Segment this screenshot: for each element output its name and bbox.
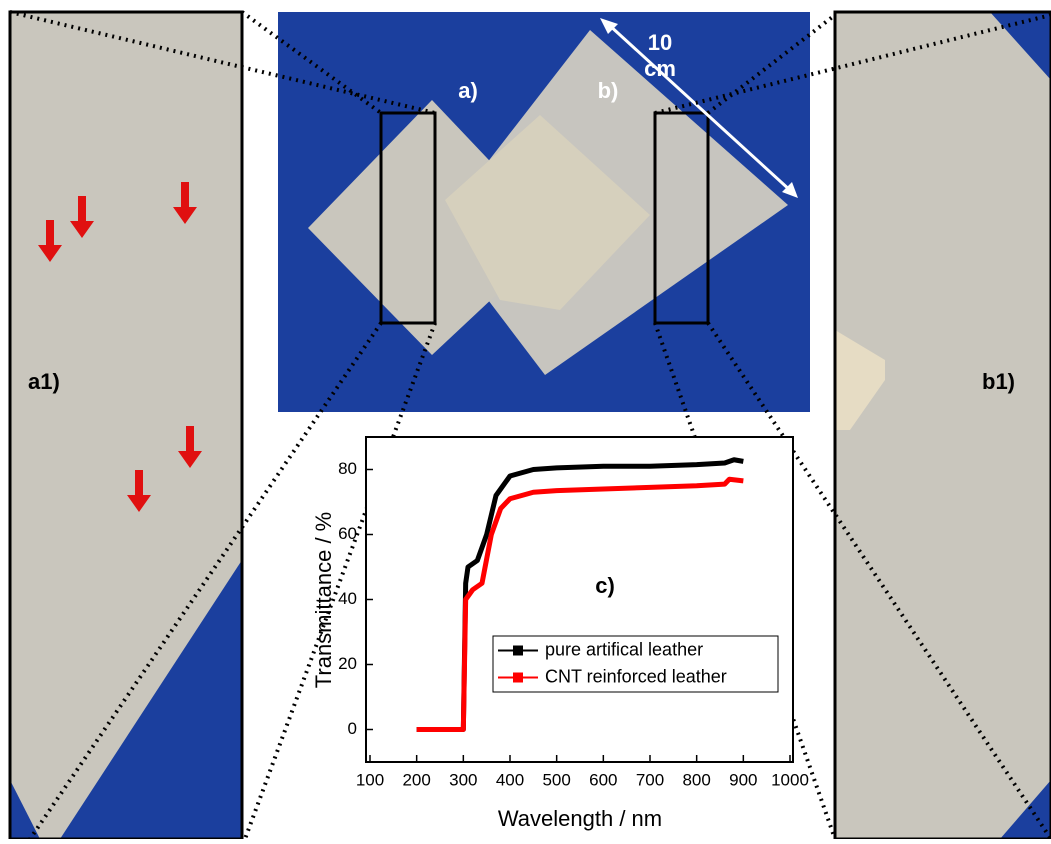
panel-label: b) bbox=[598, 78, 619, 103]
y-axis-label: Transmittance / % bbox=[311, 512, 336, 688]
x-axis-label: Wavelength / nm bbox=[498, 806, 662, 831]
x-tick-label: 200 bbox=[402, 770, 430, 789]
panel-label: a1) bbox=[28, 369, 60, 394]
plot-area bbox=[366, 437, 793, 762]
x-tick-label: 100 bbox=[356, 770, 384, 789]
legend-marker bbox=[513, 646, 523, 656]
x-tick-label: 500 bbox=[542, 770, 570, 789]
figure: a1) b1) a) b) 10 cm Wavelength / bbox=[0, 0, 1051, 839]
legend-label: CNT reinforced leather bbox=[545, 666, 727, 686]
chart: Wavelength / nm Transmittance / % c) 100… bbox=[311, 437, 809, 831]
x-tick-label: 600 bbox=[589, 770, 617, 789]
x-tick-label: 800 bbox=[682, 770, 710, 789]
scale-label: cm bbox=[644, 56, 676, 81]
x-tick-label: 900 bbox=[729, 770, 757, 789]
scale-label: 10 bbox=[648, 30, 672, 55]
y-tick-label: 80 bbox=[338, 459, 357, 478]
legend-marker bbox=[513, 673, 523, 683]
x-tick-label: 300 bbox=[449, 770, 477, 789]
panel-label: a) bbox=[458, 78, 478, 103]
y-tick-label: 60 bbox=[338, 524, 357, 543]
x-tick-label: 700 bbox=[636, 770, 664, 789]
x-tick-label: 400 bbox=[496, 770, 524, 789]
y-tick-label: 0 bbox=[348, 719, 357, 738]
x-tick-label: 1000 bbox=[771, 770, 809, 789]
y-tick-label: 20 bbox=[338, 654, 357, 673]
photo-main: a) b) 10 cm bbox=[278, 12, 810, 412]
annotation: c) bbox=[595, 573, 615, 598]
panel-label: b1) bbox=[982, 369, 1015, 394]
legend-label: pure artifical leather bbox=[545, 639, 703, 659]
photo-b1: b1) bbox=[835, 12, 1051, 839]
photo-a1: a1) bbox=[10, 12, 242, 839]
y-tick-label: 40 bbox=[338, 589, 357, 608]
